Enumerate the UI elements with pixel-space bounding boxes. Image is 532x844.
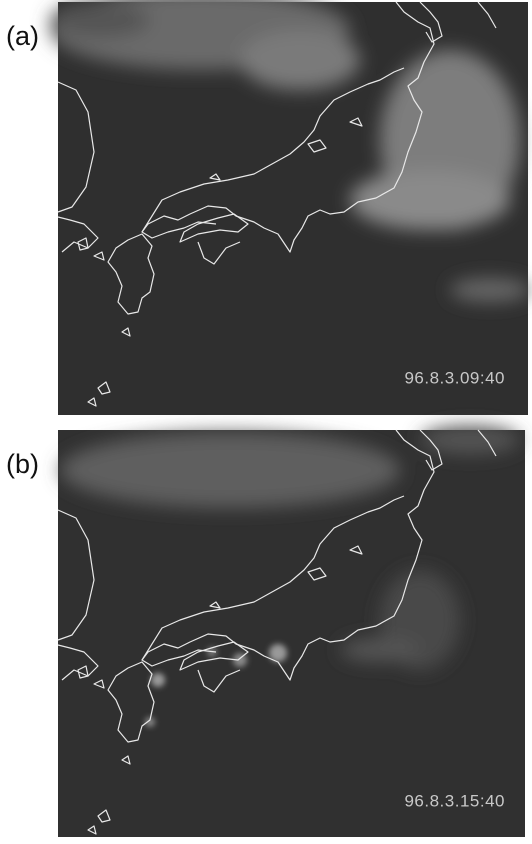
panel-label: (a)	[6, 21, 39, 51]
timestamp: 96.8.3.09:40	[404, 368, 505, 387]
figure: (a) 96.8.3.09:40 (b) 96.8.3.15:40	[0, 0, 532, 839]
page: {"panels": [ {"label": "(a)", "timestamp…	[0, 0, 532, 839]
satellite-image-a	[50, 0, 530, 415]
panel-label: (b)	[6, 449, 39, 479]
satellite-image-b	[58, 426, 525, 837]
timestamp: 96.8.3.15:40	[404, 791, 505, 810]
